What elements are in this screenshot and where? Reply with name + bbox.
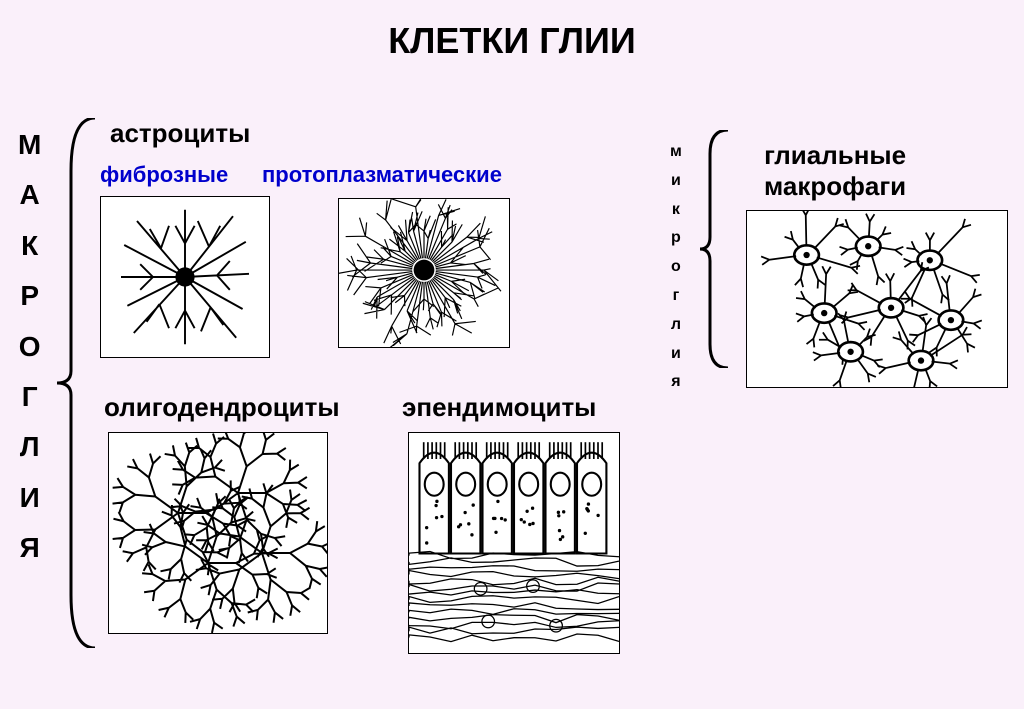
microglia-vertical-label: микроглия (670, 138, 682, 397)
glial-macrophages-svg (747, 211, 1007, 387)
glial-macrophages-line2: макрофаги (764, 171, 906, 202)
protoplasmic-astrocyte-svg (339, 199, 509, 347)
macroglia-brace (55, 118, 95, 648)
protoplasmic-astrocyte-image (338, 198, 510, 348)
protoplasmic-label: протоплазматические (262, 162, 502, 188)
ependymocytes-svg (409, 433, 619, 653)
oligodendrocytes-image (108, 432, 328, 634)
oligodendrocytes-label: олигодендроциты (104, 392, 340, 423)
oligodendrocytes-svg (109, 433, 327, 633)
page-title: КЛЕТКИ ГЛИИ (0, 20, 1024, 62)
microglia-brace (698, 130, 728, 368)
glial-macrophages-line1: глиальные (764, 140, 906, 171)
glial-macrophages-label: глиальные макрофаги (764, 140, 906, 202)
glial-macrophages-image (746, 210, 1008, 388)
ependymocytes-label: эпендимоциты (402, 392, 596, 423)
macroglia-vertical-label: МАКРОГЛИЯ (18, 120, 41, 574)
ependymocytes-image (408, 432, 620, 654)
fibrous-label: фиброзные (100, 162, 228, 188)
fibrous-astrocyte-image (100, 196, 270, 358)
fibrous-astrocyte-svg (101, 197, 269, 357)
astrocytes-heading: астроциты (110, 118, 250, 149)
